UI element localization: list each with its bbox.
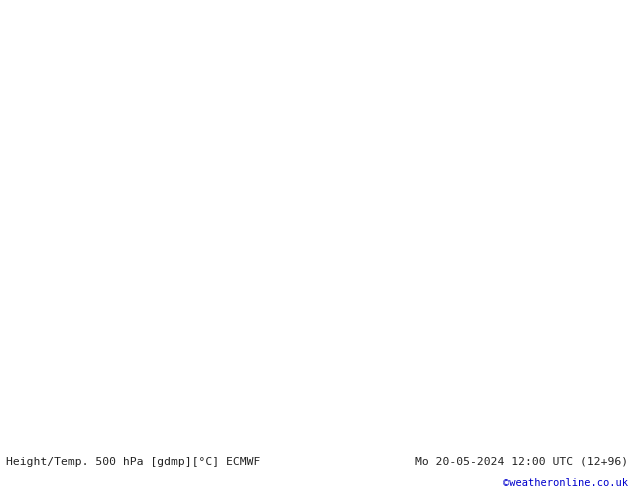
Text: Height/Temp. 500 hPa [gdmp][°C] ECMWF: Height/Temp. 500 hPa [gdmp][°C] ECMWF (6, 457, 261, 466)
Text: ©weatheronline.co.uk: ©weatheronline.co.uk (503, 477, 628, 488)
Text: Mo 20-05-2024 12:00 UTC (12+96): Mo 20-05-2024 12:00 UTC (12+96) (415, 457, 628, 466)
